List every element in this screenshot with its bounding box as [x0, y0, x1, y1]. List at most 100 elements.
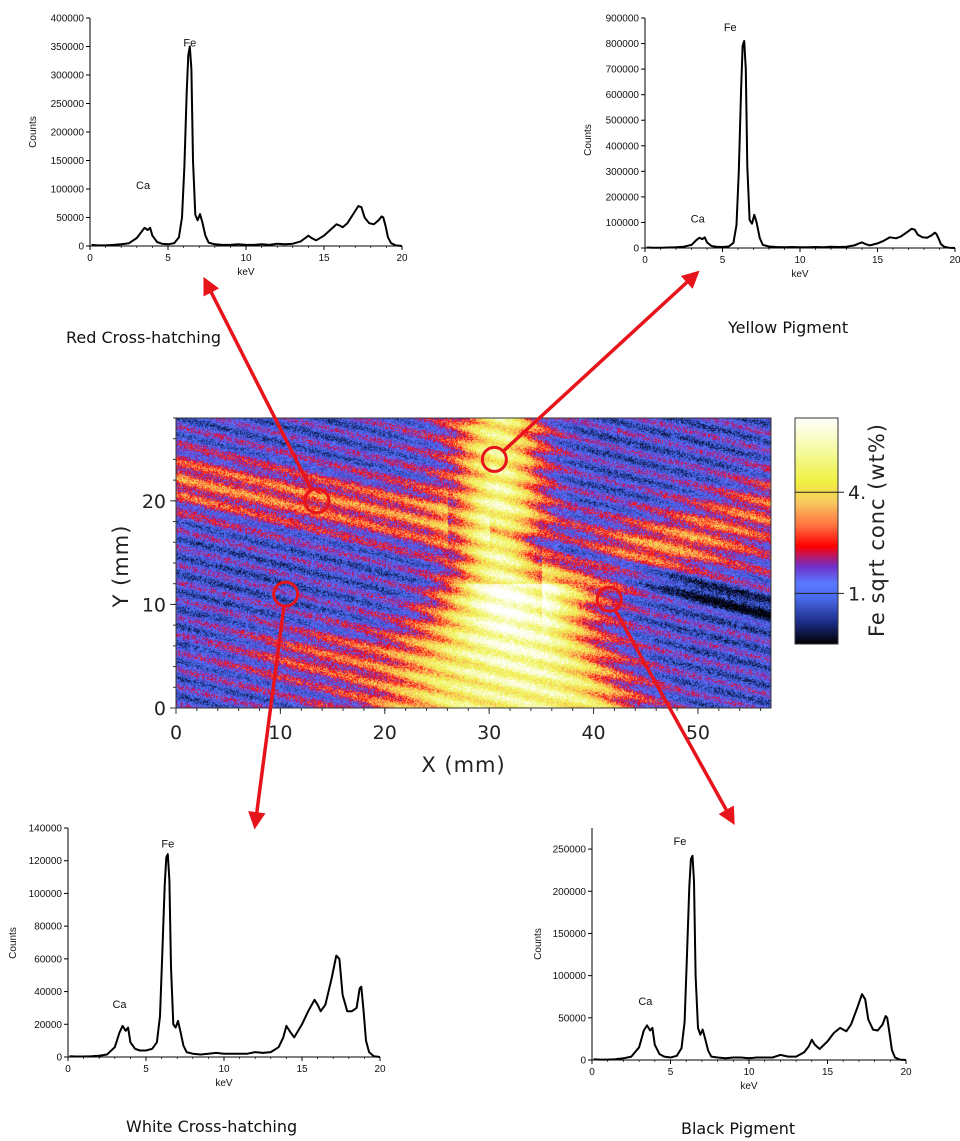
x-tick-label: 10 [794, 255, 806, 266]
x-tick-label: 20 [396, 253, 408, 264]
colorbar-tick-label: 1. [848, 583, 866, 605]
connector-arrows [203, 270, 735, 830]
y-tick-label: 40000 [34, 987, 62, 998]
y-tick-label: 800000 [606, 39, 640, 50]
y-tick-label: 80000 [34, 922, 62, 933]
peak-label-ca: Ca [638, 996, 653, 1008]
spectrum-chart-red-cross-hatching: 0 50000 100000 150000 200000 250000 300000 3500… [28, 14, 408, 279]
y-tick-label: 50000 [558, 1013, 586, 1024]
y-tick-label: 150000 [51, 156, 85, 167]
y-tick-label: 0 [633, 244, 639, 255]
y-tick-label: 140000 [29, 824, 63, 835]
spectrum-line [646, 40, 956, 249]
y-tick-label: 60000 [34, 954, 62, 965]
spectrum-chart-white-cross-hatching: 0 20000 40000 60000 80000 100000 120000 140000 0… [8, 824, 386, 1090]
y-axis-label: Counts [533, 928, 544, 960]
x-tick-label: 5 [143, 1064, 149, 1075]
x-tick-label: 15 [318, 253, 330, 264]
sample-marker-circle [480, 445, 508, 473]
y-tick-label: 250000 [553, 845, 587, 856]
map-y-axis-label: Y (mm) [109, 525, 133, 609]
sample-marker-circle [595, 585, 623, 613]
y-tick-label: 900000 [606, 14, 640, 25]
x-axis-label: keV [740, 1081, 758, 1092]
y-tick-label: 250000 [51, 99, 85, 110]
peak-label-ca: Ca [112, 999, 127, 1011]
spectrum-line [593, 854, 907, 1061]
y-tick-label: 300000 [51, 71, 85, 82]
fe-map-image [176, 418, 771, 708]
y-tick-label: 100000 [51, 185, 85, 196]
x-tick-label: 10 [743, 1067, 755, 1078]
map-x-tick-label: 40 [581, 722, 605, 744]
y-tick-label: 700000 [606, 65, 640, 76]
fe-concentration-map: 0 10 20 30 40 50 0 10 20 X (mm) Y (mm) 4. 1.Fe sqrt … [109, 417, 889, 777]
peak-label-fe: Fe [161, 839, 174, 851]
y-tick-label: 0 [580, 1056, 586, 1067]
x-tick-label: 0 [589, 1067, 595, 1078]
x-axis-label: keV [215, 1078, 233, 1089]
map-y-tick-label: 20 [142, 491, 166, 513]
y-tick-label: 600000 [606, 90, 640, 101]
peak-label-fe: Fe [673, 836, 686, 848]
y-tick-label: 20000 [34, 1020, 62, 1031]
map-x-tick-label: 30 [477, 722, 501, 744]
map-x-tick-label: 50 [686, 722, 710, 744]
x-tick-label: 15 [296, 1064, 308, 1075]
x-axis-label: keV [237, 267, 255, 278]
map-x-tick-label: 20 [373, 722, 397, 744]
y-tick-label: 200000 [606, 192, 640, 203]
colorbar: 4. 1.Fe sqrt conc (wt%) [794, 417, 889, 645]
peak-label-ca: Ca [691, 213, 706, 225]
y-tick-label: 400000 [51, 14, 85, 25]
spectrum-chart-black-pigment: 0 50000 100000 150000 200000 250000 0 5 10 15 20 ke… [533, 828, 912, 1092]
y-tick-label: 400000 [606, 141, 640, 152]
connector-arrow [203, 276, 314, 491]
map-y-tick-label: 10 [142, 594, 166, 616]
spectrum-chart-yellow-pigment: 0 100000 200000 300000 400000 500000 600000 700… [583, 14, 960, 281]
x-tick-label: 15 [822, 1067, 834, 1078]
x-tick-label: 15 [872, 255, 884, 266]
x-tick-label: 5 [720, 255, 726, 266]
map-x-tick-label: 0 [170, 722, 182, 744]
sample-marker-circle [272, 580, 300, 608]
peak-label-fe: Fe [724, 22, 737, 34]
y-tick-label: 350000 [51, 42, 85, 53]
y-tick-label: 300000 [606, 167, 640, 178]
colorbar-gradient [794, 417, 839, 645]
spectrum-title-yellow-pigment: Yellow Pigment [728, 318, 849, 337]
sample-marker-circle [303, 487, 331, 515]
connector-arrow [248, 605, 286, 830]
peak-label-fe: Fe [183, 38, 196, 50]
connector-arrow [502, 270, 700, 453]
y-tick-label: 0 [56, 1053, 62, 1064]
colorbar-tick-label: 4. [848, 482, 866, 504]
y-axis-label: Counts [583, 124, 594, 156]
y-tick-label: 0 [78, 242, 84, 253]
x-tick-label: 5 [165, 253, 171, 264]
colorbar-label: Fe sqrt conc (wt%) [865, 423, 889, 637]
x-tick-label: 10 [240, 253, 252, 264]
map-x-tick-label: 10 [268, 722, 292, 744]
x-axis-label: keV [791, 269, 809, 280]
spectrum-title-white-cross-hatching: White Cross-hatching [126, 1117, 298, 1136]
y-axis-label: Counts [28, 116, 39, 148]
x-tick-label: 20 [900, 1067, 912, 1078]
map-x-axis-label: X (mm) [421, 753, 505, 777]
x-tick-label: 10 [218, 1064, 230, 1075]
spectrum-title-red-cross-hatching: Red Cross-hatching [66, 328, 222, 347]
y-tick-label: 200000 [553, 887, 587, 898]
x-tick-label: 0 [87, 253, 93, 264]
connector-arrow [613, 608, 735, 826]
y-tick-label: 120000 [29, 856, 63, 867]
x-tick-label: 5 [668, 1067, 674, 1078]
x-tick-label: 20 [374, 1064, 386, 1075]
x-tick-label: 0 [642, 255, 648, 266]
y-tick-label: 200000 [51, 128, 85, 139]
y-tick-label: 50000 [56, 213, 84, 224]
spectrum-line [91, 45, 403, 247]
x-tick-label: 20 [949, 255, 960, 266]
y-tick-label: 100000 [553, 971, 587, 982]
y-tick-label: 100000 [606, 218, 640, 229]
